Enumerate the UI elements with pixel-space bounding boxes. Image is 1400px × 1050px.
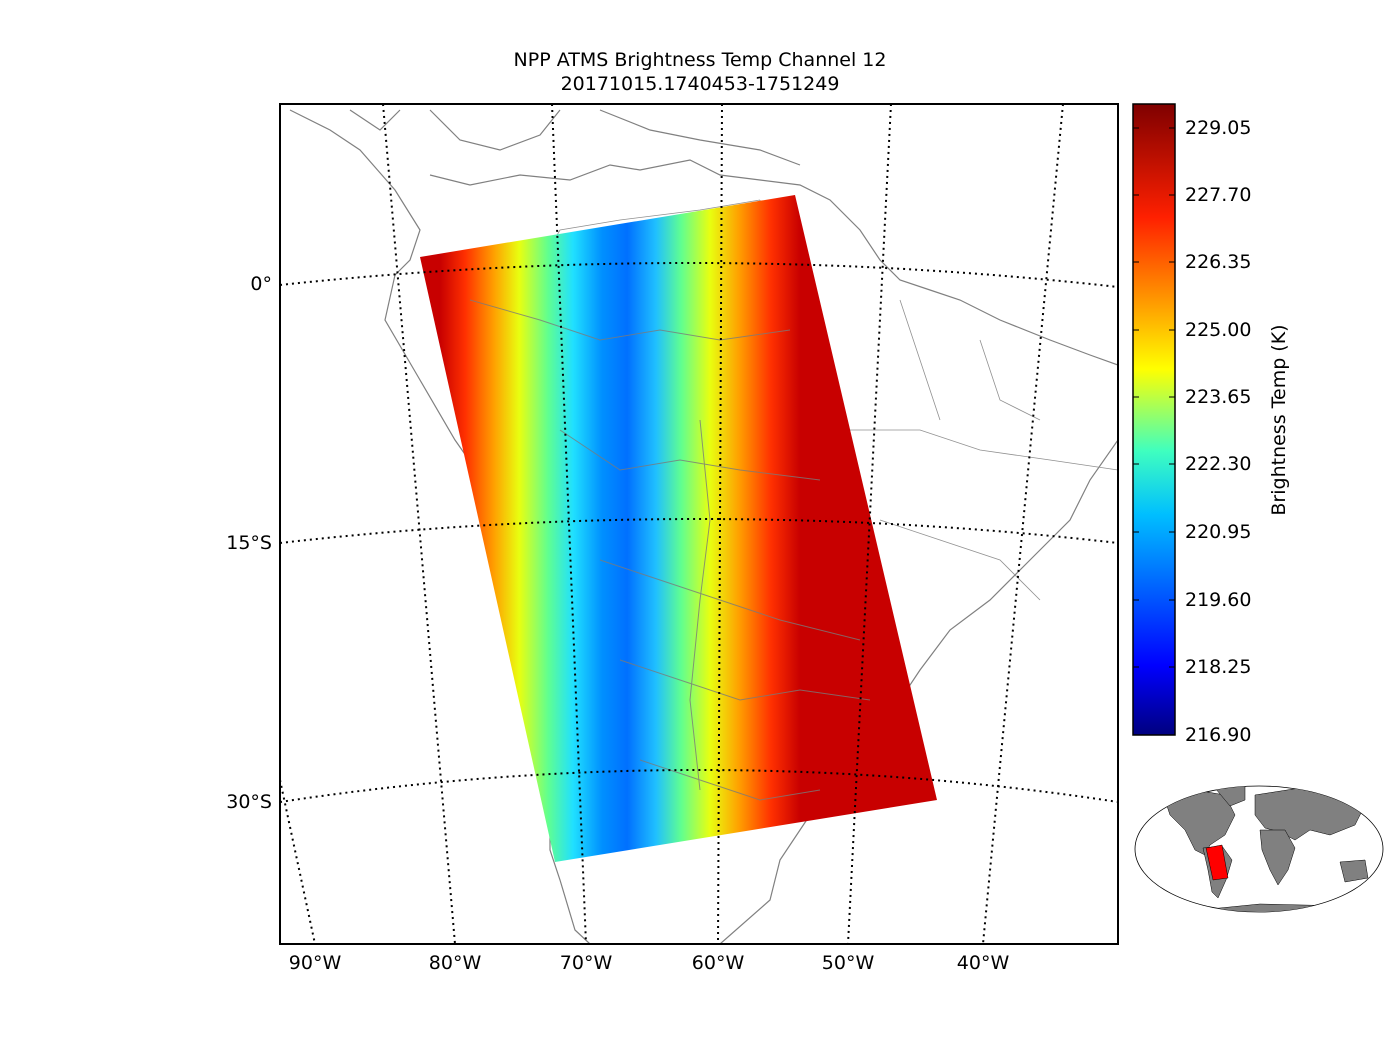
lon-label-70w: 70°W: [559, 952, 613, 974]
colorbar-tick-label: 229.05: [1185, 117, 1252, 139]
lat-label-0: 0°: [250, 273, 272, 295]
colorbar-tick-label: 222.30: [1185, 453, 1252, 475]
inset-map: [1134, 785, 1384, 913]
colorbar-ticks: [1133, 127, 1175, 668]
lon-label-50w: 50°W: [821, 952, 875, 974]
lat-label-30s: 30°S: [226, 791, 272, 813]
inset-swath-highlight: [1205, 844, 1229, 881]
inset-australia: [1339, 859, 1369, 883]
meridian-90w: [280, 779, 316, 944]
meridian-50w: [847, 104, 892, 944]
colorbar-tick-label: 219.60: [1185, 589, 1252, 611]
colorbar-tick-label: 220.95: [1185, 521, 1252, 543]
graticule: [280, 104, 1118, 944]
lon-label-60w: 60°W: [691, 952, 745, 974]
meridian-40w: [982, 104, 1064, 944]
swath: [420, 195, 937, 862]
lat-label-15s: 15°S: [226, 532, 272, 554]
colorbar-tick-label: 218.25: [1185, 656, 1252, 678]
lon-label-90w: 90°W: [288, 952, 342, 974]
colorbar: [1132, 103, 1176, 736]
inset-north-america: [1164, 789, 1236, 856]
meridian-70w: [551, 104, 587, 944]
colorbar-tick-label: 223.65: [1185, 386, 1252, 408]
colorbar-tick-label: 225.00: [1185, 319, 1252, 341]
chart-subtitle: 20171015.1740453-1751249: [560, 73, 840, 95]
colorbar-tick-label: 227.70: [1185, 184, 1252, 206]
inset-africa: [1259, 829, 1296, 886]
colorbar-title: Brightness Temp (K): [1268, 324, 1290, 516]
colorbar-tick-label: 226.35: [1185, 251, 1252, 273]
map-frame: [279, 103, 1119, 945]
parallel-15s: [280, 518, 1118, 544]
parallel-0: [280, 262, 1118, 288]
lon-label-40w: 40°W: [956, 952, 1010, 974]
parallel-30s: [280, 769, 1118, 803]
meridian-80w: [382, 104, 456, 944]
meridian-60w: [717, 104, 723, 944]
lon-label-80w: 80°W: [428, 952, 482, 974]
colorbar-tick-label: 216.90: [1185, 724, 1252, 746]
map-panel: [280, 104, 1118, 944]
chart-title: NPP ATMS Brightness Temp Channel 12: [513, 49, 887, 71]
